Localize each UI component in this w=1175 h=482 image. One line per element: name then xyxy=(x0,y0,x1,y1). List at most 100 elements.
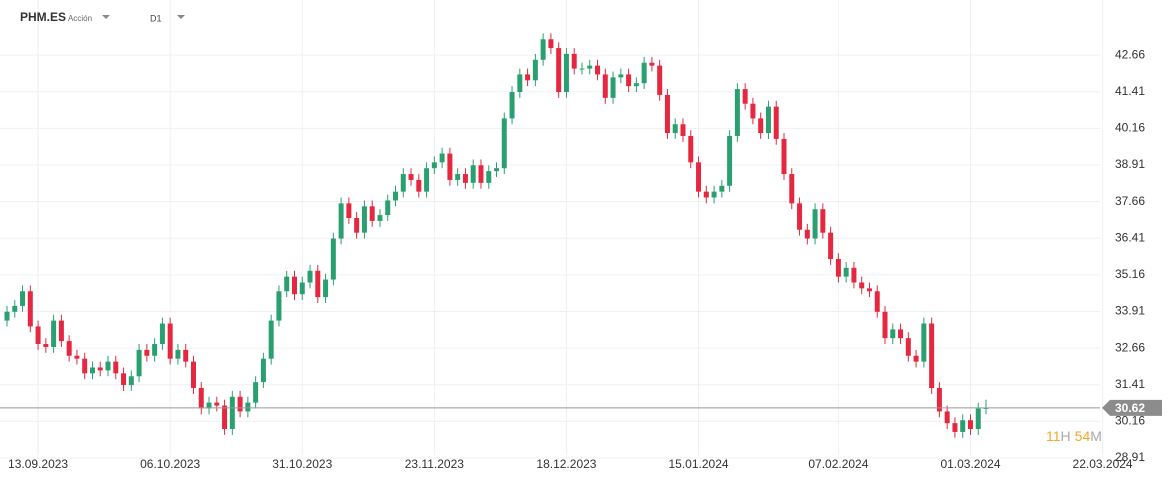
last-price-badge xyxy=(1102,399,1162,416)
candle-body xyxy=(602,74,608,98)
candle-body xyxy=(315,270,321,298)
candle-body xyxy=(354,218,360,233)
timeframe[interactable]: D1 xyxy=(150,13,162,23)
candle-body xyxy=(789,174,795,204)
candle-body xyxy=(121,373,127,386)
candle-body xyxy=(136,349,142,377)
candle-body xyxy=(773,106,779,139)
candle-body xyxy=(167,323,173,359)
candle-body xyxy=(742,89,748,104)
candle-body xyxy=(346,203,352,219)
candle-body xyxy=(820,209,826,233)
candle-body xyxy=(206,402,212,409)
symbol[interactable]: PHM.ES xyxy=(20,10,66,24)
y-tick-label: 33.91 xyxy=(1115,304,1145,318)
candle-body xyxy=(144,349,150,356)
candle-body xyxy=(750,103,756,119)
candle-body xyxy=(680,124,686,136)
candle-body xyxy=(284,276,290,292)
y-tick-label: 38.91 xyxy=(1115,157,1145,171)
y-tick-label: 32.66 xyxy=(1115,340,1145,354)
y-tick-label: 42.66 xyxy=(1115,47,1145,61)
candle-body xyxy=(905,338,911,356)
x-tick-label: 31.10.2023 xyxy=(272,457,332,471)
candle-body xyxy=(369,206,375,221)
candle-body xyxy=(237,396,243,412)
candle-body xyxy=(462,174,468,183)
candle-body xyxy=(183,349,189,362)
candle-body xyxy=(579,68,585,70)
candle-body xyxy=(245,402,251,412)
candle-body xyxy=(4,311,10,321)
candle-body xyxy=(105,361,111,371)
candle-body xyxy=(486,171,492,183)
candle-body xyxy=(361,206,367,233)
candle-body xyxy=(43,344,49,347)
candle-body xyxy=(812,209,818,239)
countdown-hours-unit: H xyxy=(1061,428,1071,444)
candle-body xyxy=(229,396,235,430)
candle-body xyxy=(128,376,134,386)
candle-body xyxy=(416,179,422,192)
candle-body xyxy=(921,323,927,362)
candle-body xyxy=(400,174,406,192)
candle-body xyxy=(20,291,26,306)
candle-body xyxy=(509,92,515,119)
candle-body xyxy=(27,291,33,327)
candle-body xyxy=(797,203,803,230)
candle-body xyxy=(260,358,266,383)
candle-body xyxy=(299,282,305,295)
candle-body xyxy=(944,411,950,424)
candle-body xyxy=(222,405,228,430)
candle-body xyxy=(727,135,733,186)
candle-body xyxy=(866,288,872,292)
candle-body xyxy=(82,358,88,374)
candle-body xyxy=(408,174,414,180)
candle-body xyxy=(253,382,259,403)
candle-body xyxy=(455,174,461,180)
candle-body xyxy=(688,135,694,163)
candle-body xyxy=(439,153,445,163)
candle-body xyxy=(377,215,383,221)
candle-body xyxy=(618,74,624,78)
candle-body xyxy=(548,39,554,49)
candle-body xyxy=(765,106,771,134)
y-tick-label: 40.16 xyxy=(1115,121,1145,135)
candle-body xyxy=(113,361,119,374)
candle-body xyxy=(478,165,484,183)
y-tick-label: 36.41 xyxy=(1115,230,1145,244)
candle-body xyxy=(641,62,647,84)
countdown-hours: 11 xyxy=(1046,428,1061,444)
candle-body xyxy=(338,203,344,239)
candle-body xyxy=(913,355,919,362)
candle-body xyxy=(882,311,888,339)
candle-body xyxy=(657,65,663,95)
y-tick-label: 31.41 xyxy=(1115,377,1145,391)
candle-body xyxy=(393,191,398,201)
countdown: 11H 54M xyxy=(1046,428,1102,444)
candle-body xyxy=(175,349,181,359)
last-price-label: 30.62 xyxy=(1115,401,1145,415)
candle-body xyxy=(190,361,196,388)
x-tick-label: 07.02.2024 xyxy=(808,457,868,471)
dropdown-arrow[interactable] xyxy=(177,15,185,19)
dropdown-arrow[interactable] xyxy=(102,15,110,19)
candle-body xyxy=(307,270,313,283)
candle-body xyxy=(74,355,80,359)
candle-body xyxy=(58,320,64,342)
candle-body xyxy=(859,282,865,289)
candle-body xyxy=(649,62,655,66)
instrument-type: Acción xyxy=(68,14,92,23)
candle-body xyxy=(323,279,329,298)
candle-body xyxy=(470,165,476,183)
candle-body xyxy=(214,402,220,406)
candle-body xyxy=(51,320,57,347)
candle-body xyxy=(431,162,437,169)
candle-body xyxy=(152,344,158,356)
candle-body xyxy=(89,367,95,374)
candle-body xyxy=(525,74,531,81)
candle-body xyxy=(804,229,810,239)
candle-body xyxy=(97,367,103,371)
candle-body xyxy=(159,323,165,345)
